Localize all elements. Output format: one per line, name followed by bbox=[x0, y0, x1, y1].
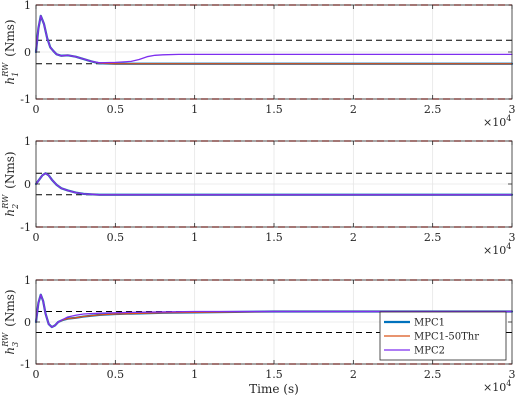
y-axis-label-main: h bbox=[3, 347, 17, 355]
y-axis-label-unit: (Nms) bbox=[3, 19, 17, 56]
x-tick-label: 1 bbox=[191, 368, 198, 381]
x-axis-multiplier-exponent: 4 bbox=[506, 114, 511, 123]
y-axis-label: h3RW (Nms) bbox=[1, 289, 20, 354]
y-tick-label: 0 bbox=[24, 316, 31, 329]
series-line-mpc2 bbox=[35, 294, 513, 328]
x-tick-label: 0.5 bbox=[107, 368, 125, 381]
y-axis-label-subscript: 3 bbox=[11, 342, 20, 347]
y-axis-label-unit: (Nms) bbox=[3, 151, 17, 188]
x-tick-label: 2 bbox=[350, 368, 357, 381]
x-tick-label: 2 bbox=[350, 231, 357, 244]
x-tick-label: 0 bbox=[33, 103, 40, 116]
x-tick-label: 0 bbox=[33, 368, 40, 381]
x-axis-multiplier-base: ×10 bbox=[483, 244, 506, 257]
y-tick-label: 1 bbox=[24, 0, 31, 12]
y-axis-label-superscript: RW bbox=[1, 194, 10, 210]
x-tick-label: 0.5 bbox=[107, 231, 125, 244]
y-axis-label-superscript: RW bbox=[1, 62, 10, 78]
x-axis-multiplier-exponent: 4 bbox=[506, 242, 511, 251]
y-axis-label-subscript: 1 bbox=[11, 72, 20, 77]
series-line-mpc2 bbox=[35, 15, 513, 64]
x-tick-label: 0.5 bbox=[107, 103, 125, 116]
y-tick-label: -1 bbox=[20, 221, 31, 234]
y-axis-label-unit: (Nms) bbox=[3, 289, 17, 326]
x-tick-label: 0 bbox=[33, 231, 40, 244]
y-tick-label: -1 bbox=[20, 358, 31, 371]
y-axis-label-main: h bbox=[3, 77, 17, 85]
x-tick-label: 2.5 bbox=[424, 103, 442, 116]
x-axis-multiplier: ×104 bbox=[483, 242, 511, 257]
x-tick-label: 2.5 bbox=[424, 231, 442, 244]
y-axis-label-superscript: RW bbox=[1, 332, 10, 348]
x-tick-label: 1.5 bbox=[265, 368, 283, 381]
x-axis-label: Time (s) bbox=[249, 382, 299, 396]
y-tick-label: 1 bbox=[24, 135, 31, 148]
x-axis-multiplier-base: ×10 bbox=[483, 381, 506, 394]
legend-label: MPC1-50Thr bbox=[414, 332, 479, 343]
y-tick-label: 0 bbox=[24, 178, 31, 191]
legend: MPC1 MPC1-50Thr MPC2 bbox=[379, 311, 507, 361]
x-axis-multiplier: ×104 bbox=[483, 114, 511, 129]
x-axis-multiplier-exponent: 4 bbox=[506, 379, 511, 388]
x-tick-label: 2 bbox=[350, 103, 357, 116]
y-axis-label-subscript: 2 bbox=[11, 204, 20, 210]
x-tick-label: 1.5 bbox=[265, 231, 283, 244]
x-tick-label: 3 bbox=[509, 103, 515, 116]
x-tick-label: 3 bbox=[509, 231, 515, 244]
y-tick-label: 0 bbox=[24, 46, 31, 59]
x-tick-label: 3 bbox=[509, 368, 515, 381]
x-tick-label: 1.5 bbox=[265, 103, 283, 116]
y-axis-label: h2RW (Nms) bbox=[1, 151, 20, 216]
x-tick-label: 1 bbox=[191, 103, 198, 116]
y-tick-label: -1 bbox=[20, 93, 31, 106]
series-line-mpc2 bbox=[35, 172, 513, 196]
y-axis-label-main: h bbox=[3, 209, 17, 217]
x-tick-label: 2.5 bbox=[424, 368, 442, 381]
x-tick-label: 1 bbox=[191, 231, 198, 244]
legend-label: MPC1 bbox=[414, 318, 445, 329]
y-axis-label: h1RW (Nms) bbox=[1, 19, 20, 84]
x-axis-multiplier-base: ×10 bbox=[483, 116, 506, 129]
x-axis-multiplier: ×104 bbox=[483, 379, 511, 394]
legend-label: MPC2 bbox=[414, 346, 445, 357]
y-tick-label: 1 bbox=[24, 274, 31, 287]
